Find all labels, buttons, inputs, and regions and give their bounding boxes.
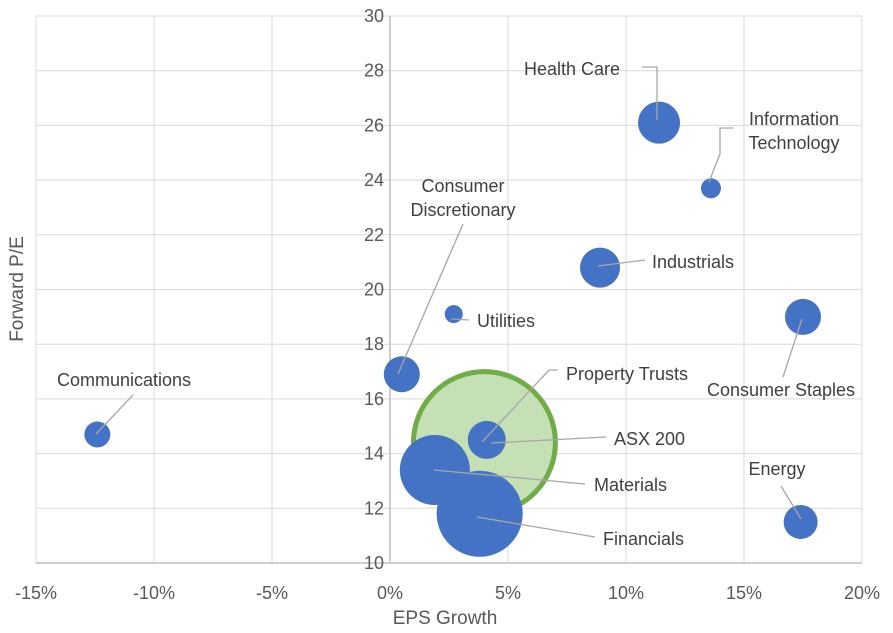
leader-health-care [642,66,658,120]
bubble-information-technology [700,178,721,199]
bubble-utilities [444,305,463,324]
leader-consumer-staples [782,318,803,378]
y-tick-label: 24 [364,170,384,190]
bubble-financials [436,470,523,557]
y-tick-label: 22 [364,225,384,245]
y-axis-title: Forward P/E [7,236,28,342]
x-tick-label: 15% [726,583,762,603]
x-tick-label: -15% [15,583,57,603]
y-tick-label: 28 [364,61,384,81]
leader-financials [476,516,596,538]
label-materials: Materials [594,475,667,495]
label-property-trusts: Property Trusts [566,364,688,384]
x-tick-label: 20% [844,583,880,603]
x-tick-label: 5% [495,583,521,603]
label-financials: Financials [603,529,684,549]
tick-labels: -15% -10% -5% 0% 5% 10% 15% 20% 10 12 14 16 18 20 22 24… [15,6,880,603]
y-tick-label: 10 [364,553,384,573]
sector-bubbles [84,101,821,557]
y-tick-label: 26 [364,115,384,135]
bubble-energy [783,504,818,539]
leader-energy [780,485,802,520]
leader-information-technology [708,127,733,183]
label-information-technology: Information Technology [748,109,839,153]
bubble-health-care [638,101,681,144]
label-consumer-staples: Consumer Staples [707,380,855,400]
bubble-communications [84,421,111,448]
y-tick-label: 12 [364,498,384,518]
x-tick-label: 0% [377,583,403,603]
label-consumer-discretionary: Consumer Discretionary [410,176,515,220]
y-tick-label: 16 [364,389,384,409]
leader-lines [95,66,803,538]
leader-industrials [597,259,646,267]
leader-asx-200 [490,436,607,444]
leader-utilities [450,318,470,321]
x-tick-label: -10% [133,583,175,603]
gridlines [35,15,863,563]
axes [36,16,862,564]
bubble-consumer-staples [785,298,821,335]
y-tick-label: 20 [364,280,384,300]
y-tick-label: 18 [364,334,384,354]
bubble-labels: Communications Consumer Discretionary Utili… [57,59,855,549]
x-tick-label: -5% [256,583,288,603]
label-energy: Energy [748,459,805,479]
y-tick-label: 14 [364,444,384,464]
bubble-consumer-discretionary [383,356,420,393]
leader-communications [95,394,134,435]
y-tick-label: 30 [364,6,384,26]
label-health-care: Health Care [524,59,620,79]
leader-materials [433,469,586,485]
x-axis-title: EPS Growth [393,608,498,629]
bubble-property-trusts [467,420,506,459]
x-tick-label: 10% [608,583,644,603]
leader-consumer-discretionary [397,223,464,375]
label-industrials: Industrials [652,252,734,272]
label-asx-200: ASX 200 [614,429,685,449]
label-communications: Communications [57,370,191,390]
label-utilities: Utilities [477,311,535,331]
leader-property-trusts [481,369,558,443]
bubble-industrials [580,247,621,288]
